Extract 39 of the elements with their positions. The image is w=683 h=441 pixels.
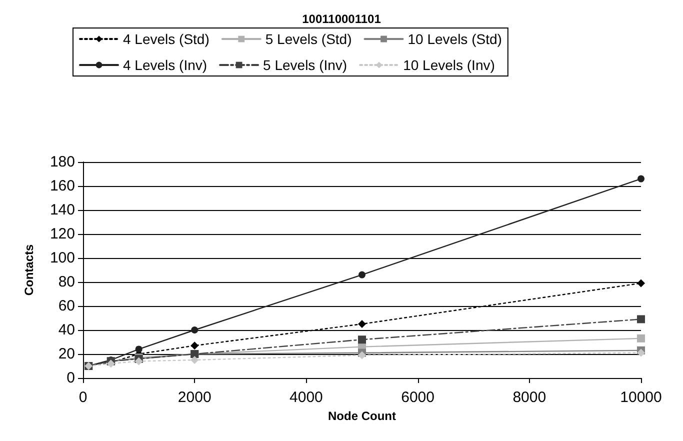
legend-label: 5 Levels (Std) bbox=[265, 31, 352, 47]
legend-label: 10 Levels (Std) bbox=[408, 31, 502, 47]
x-tick-label: 6000 bbox=[401, 389, 434, 406]
x-tick-label: 10000 bbox=[620, 389, 662, 406]
point bbox=[135, 346, 142, 353]
legend-label: 4 Levels (Std) bbox=[123, 31, 210, 47]
y-tick-label: 140 bbox=[50, 202, 75, 218]
y-tick-label: 160 bbox=[50, 178, 75, 194]
y-tick-label: 180 bbox=[50, 154, 75, 170]
y-tick-label: 0 bbox=[66, 370, 75, 386]
y-tick-label: 80 bbox=[58, 274, 75, 290]
x-tick-label: 4000 bbox=[290, 389, 323, 406]
y-tick-label: 20 bbox=[58, 346, 75, 362]
point bbox=[358, 351, 366, 360]
y-axis-title: Contacts bbox=[22, 244, 36, 296]
x-tick-label: 8000 bbox=[512, 389, 546, 406]
y-tick-label: 100 bbox=[50, 250, 75, 266]
x-tick-label: 2000 bbox=[178, 389, 212, 406]
point bbox=[358, 320, 366, 328]
point bbox=[637, 315, 645, 324]
point bbox=[358, 336, 366, 344]
legend-label: 10 Levels (Inv) bbox=[403, 57, 495, 73]
legend-label: 5 Levels (Inv) bbox=[263, 57, 348, 73]
y-tick-label: 40 bbox=[58, 322, 75, 338]
point bbox=[637, 334, 645, 342]
point bbox=[191, 326, 198, 334]
legend-label: 4 Levels (Inv) bbox=[123, 57, 208, 73]
x-tick-label: 0 bbox=[78, 389, 88, 406]
y-tick-label: 120 bbox=[50, 226, 75, 242]
point bbox=[358, 271, 366, 278]
point bbox=[190, 342, 199, 350]
x-axis-title: Node Count bbox=[328, 409, 396, 423]
point bbox=[134, 357, 143, 366]
point bbox=[190, 356, 199, 364]
point bbox=[637, 348, 645, 357]
point bbox=[637, 279, 645, 288]
chart-title: 100110001101 bbox=[302, 12, 382, 26]
y-tick-label: 60 bbox=[58, 298, 75, 314]
point bbox=[638, 175, 644, 182]
